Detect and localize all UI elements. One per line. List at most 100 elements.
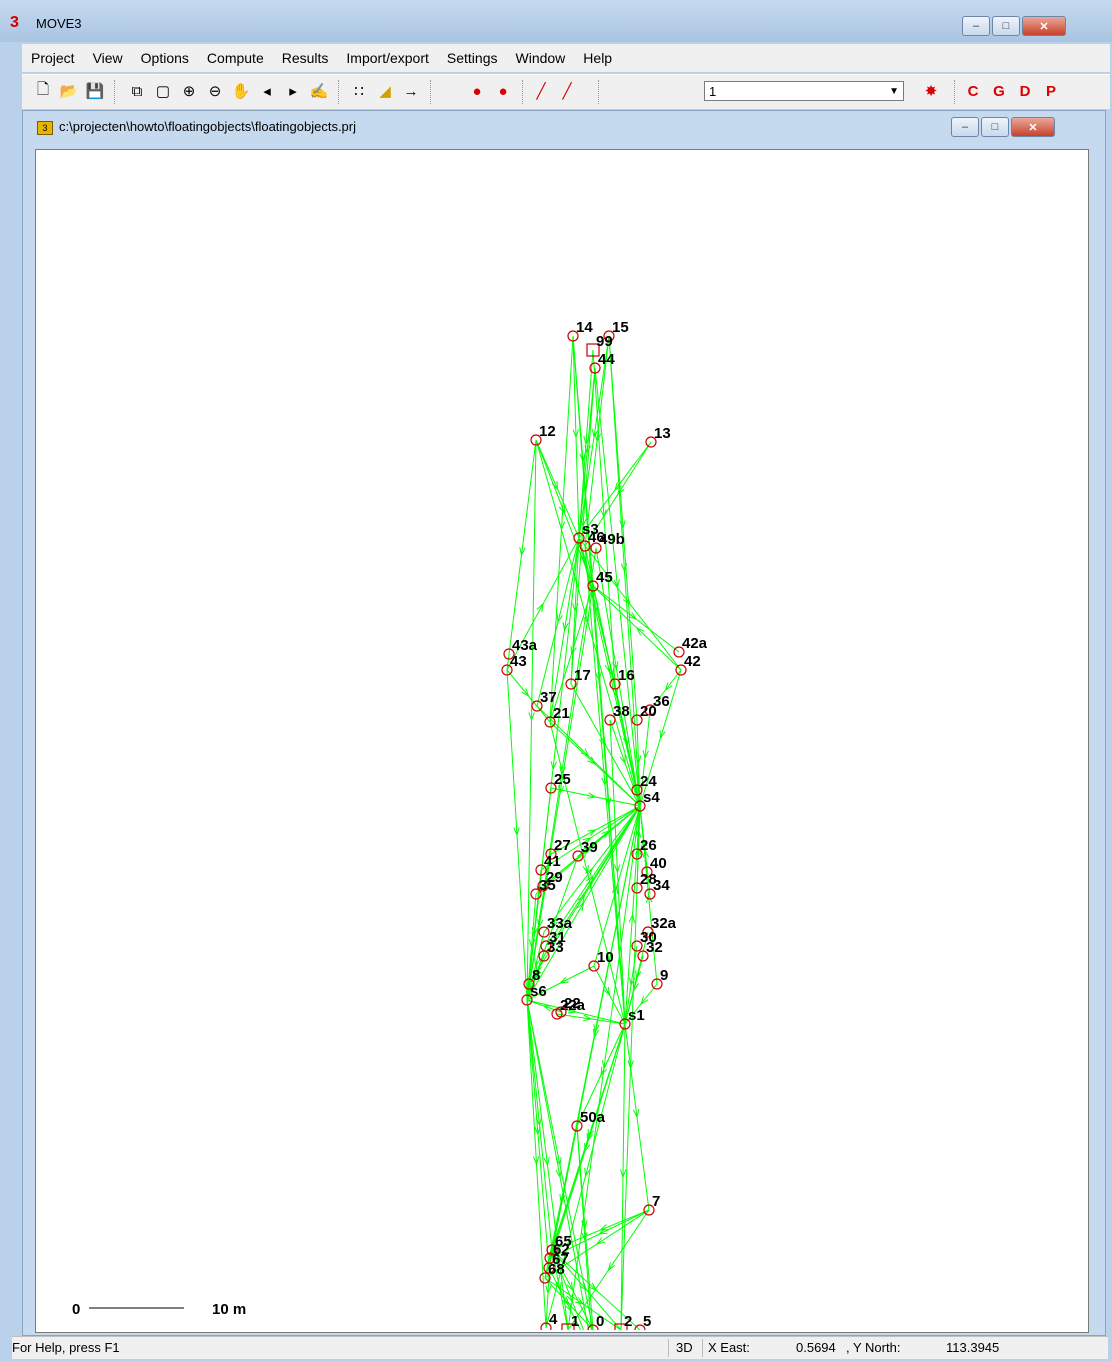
station-marker[interactable]	[644, 704, 656, 716]
network-canvas[interactable]: 14 15 99 44 12 13 s3 46 49b 45 43a 43 42a 42 17 16 37 36 2…	[35, 149, 1089, 1360]
station-marker[interactable]	[565, 678, 577, 690]
station-marker[interactable]	[543, 1262, 555, 1274]
child-close-button[interactable]: ✕	[1011, 117, 1055, 137]
station-marker[interactable]	[587, 580, 599, 592]
detect-icon[interactable]: ✸	[924, 83, 938, 100]
station-marker[interactable]	[579, 540, 591, 552]
station-marker[interactable]	[675, 664, 687, 676]
menu-window[interactable]: Window	[515, 50, 566, 66]
menu-settings[interactable]: Settings	[446, 50, 498, 66]
station-marker[interactable]	[503, 648, 515, 660]
station-marker[interactable]	[631, 714, 643, 726]
station-marker[interactable]	[521, 994, 533, 1006]
station-marker[interactable]	[631, 940, 643, 952]
d-icon[interactable]: D	[1019, 82, 1031, 100]
station-marker[interactable]	[651, 978, 663, 990]
station-marker[interactable]	[573, 532, 585, 544]
add-point-icon[interactable]: ●	[472, 82, 482, 100]
zoom-all-icon[interactable]: ⧉	[131, 82, 143, 100]
grid-icon[interactable]: ∷	[354, 83, 364, 100]
station-marker[interactable]	[572, 850, 584, 862]
station-marker[interactable]	[567, 330, 579, 342]
station-marker[interactable]	[538, 926, 550, 938]
station-marker[interactable]	[645, 436, 657, 448]
geo-icon[interactable]: ◢	[379, 83, 391, 100]
edit-point-icon[interactable]: ●	[498, 82, 508, 100]
station-marker[interactable]	[501, 664, 513, 676]
menu-results[interactable]: Results	[281, 50, 329, 66]
station-marker[interactable]	[530, 888, 542, 900]
c-icon[interactable]: C	[967, 82, 979, 100]
station-marker[interactable]	[643, 1204, 655, 1216]
next-view-icon[interactable]: ▸	[289, 83, 297, 100]
station-marker[interactable]	[588, 960, 600, 972]
station-marker[interactable]	[642, 926, 654, 938]
station-marker[interactable]	[537, 880, 549, 892]
new-icon[interactable]: 🗋	[36, 80, 50, 98]
station-marker[interactable]	[609, 678, 621, 690]
station-marker[interactable]	[631, 882, 643, 894]
menu-view[interactable]: View	[92, 50, 123, 66]
station-marker[interactable]	[531, 700, 543, 712]
station-marker[interactable]	[604, 714, 616, 726]
station-marker[interactable]	[637, 950, 649, 962]
maximize-button[interactable]: □	[992, 16, 1020, 36]
observation-arrow	[646, 893, 653, 903]
child-minimize-button[interactable]: –	[951, 117, 979, 137]
add-observation-icon[interactable]: ╱	[536, 83, 546, 100]
observation-arrow	[593, 1024, 600, 1034]
station-marker[interactable]	[631, 848, 643, 860]
save-icon[interactable]: 💾	[85, 83, 105, 100]
redraw-icon[interactable]: ✍	[309, 83, 329, 100]
menu-help[interactable]: Help	[583, 50, 613, 66]
station-marker[interactable]	[589, 362, 601, 374]
close-button[interactable]: ✕	[1022, 16, 1066, 36]
station-marker[interactable]	[619, 1018, 631, 1030]
station-label: 15	[612, 319, 629, 336]
station-marker[interactable]	[644, 888, 656, 900]
station-marker[interactable]	[545, 782, 557, 794]
station-label: 67	[552, 1251, 569, 1268]
arrow-icon[interactable]: →	[403, 82, 419, 100]
pan-icon[interactable]: ✋	[231, 83, 251, 100]
station-label: 34	[653, 877, 670, 894]
station-marker[interactable]	[545, 848, 557, 860]
menu-options[interactable]: Options	[140, 50, 189, 66]
station-marker[interactable]	[590, 542, 602, 554]
g-icon[interactable]: G	[993, 82, 1005, 100]
zoom-out-icon[interactable]: ⊖	[208, 83, 222, 100]
station-marker[interactable]	[555, 1006, 567, 1018]
station-marker[interactable]	[571, 1120, 583, 1132]
station-marker[interactable]	[634, 800, 646, 812]
menu-import-export[interactable]: Import/export	[346, 50, 429, 66]
station-marker[interactable]	[544, 716, 556, 728]
observation-arrow	[528, 939, 536, 949]
station-marker[interactable]	[538, 950, 550, 962]
station-marker[interactable]	[530, 434, 542, 446]
station-label: 36	[653, 693, 670, 710]
station-marker[interactable]	[631, 784, 643, 796]
station-marker[interactable]	[673, 646, 685, 658]
p-icon[interactable]: P	[1045, 82, 1056, 100]
zoom-window-icon[interactable]: ▢	[155, 83, 171, 100]
station-marker[interactable]	[546, 1244, 558, 1256]
station-label: 65	[555, 1233, 572, 1250]
edit-observation-icon[interactable]: ╱	[562, 83, 572, 100]
previous-view-icon[interactable]: ◂	[263, 83, 271, 100]
child-maximize-button[interactable]: □	[981, 117, 1009, 137]
station-marker[interactable]	[535, 864, 547, 876]
open-icon[interactable]: 📂	[59, 83, 79, 100]
station-marker[interactable]	[603, 330, 615, 342]
menu-compute[interactable]: Compute	[206, 50, 264, 66]
station-marker[interactable]	[523, 978, 535, 990]
station-marker[interactable]	[539, 1272, 551, 1284]
station-marker[interactable]	[641, 866, 653, 878]
fixed-station-marker[interactable]	[586, 343, 600, 357]
station-label: 2	[624, 1313, 632, 1330]
observation-arrow	[581, 1232, 588, 1242]
minimize-button[interactable]: –	[962, 16, 990, 36]
zoom-in-icon[interactable]: ⊕	[182, 83, 196, 100]
menu-project[interactable]: Project	[31, 50, 75, 66]
layer-combo[interactable]: 1 ▼	[704, 81, 904, 101]
